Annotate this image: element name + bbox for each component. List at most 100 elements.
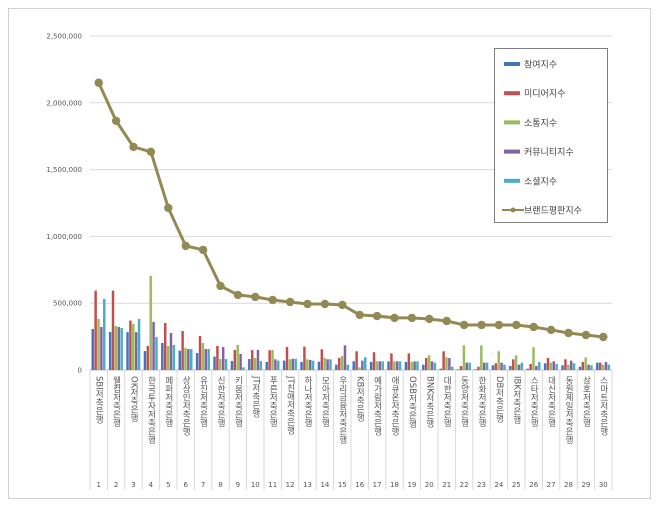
bar-3-14 <box>323 357 326 370</box>
bar-2-5 <box>163 322 167 370</box>
x-rank-label: 8 <box>218 481 222 489</box>
brand-index-point-2 <box>111 116 121 126</box>
legend-swatch <box>504 91 520 96</box>
bar-5-28 <box>572 363 576 370</box>
bar-3-7 <box>201 343 205 370</box>
legend-swatch <box>504 178 520 183</box>
bar-5-19 <box>416 361 419 370</box>
bar-2-29 <box>581 361 585 370</box>
x-category-label: 동양저축은행 <box>459 376 469 427</box>
x-rank-label: 1 <box>96 481 100 489</box>
x-rank-label: 22 <box>460 481 469 489</box>
x-rank-label: 10 <box>251 481 260 489</box>
brand-index-point-20 <box>425 314 434 324</box>
bar-5-23 <box>485 362 489 370</box>
chart-frame <box>8 8 651 499</box>
brand-index-point-1 <box>94 78 103 87</box>
brand-index-point-9 <box>233 290 243 300</box>
legend-swatch <box>504 149 520 154</box>
bar-1-25 <box>509 365 512 370</box>
bar-3-11 <box>271 349 274 370</box>
x-category-label: 스타저축은행 <box>529 376 539 427</box>
bar-2-13 <box>303 346 306 370</box>
bar-5-10 <box>259 361 263 370</box>
x-category-label: 상상인저축은행 <box>181 375 191 435</box>
bar-4-23 <box>482 362 486 370</box>
bar-5-3 <box>137 318 141 370</box>
bar-1-18 <box>387 361 390 370</box>
bar-1-21 <box>439 368 442 370</box>
bar-2-7 <box>198 335 202 370</box>
x-rank-label: 5 <box>166 481 170 489</box>
x-category-label: 삼호저축은행 <box>581 375 591 427</box>
brand-index-point-19 <box>407 313 417 323</box>
y-tick-label: 1,500,000 <box>46 166 82 174</box>
bar-2-2 <box>111 290 115 370</box>
x-rank-label: 3 <box>131 481 135 489</box>
y-tick-label: 1,000,000 <box>46 233 82 241</box>
bar-4-6 <box>187 349 190 370</box>
bar-2-11 <box>268 350 271 370</box>
x-rank-label: 25 <box>512 481 521 489</box>
x-rank-label: 20 <box>425 481 434 489</box>
bar-5-21 <box>451 366 454 370</box>
y-tick-label: 2,500,000 <box>46 33 82 41</box>
brand-index-point-21 <box>442 316 451 326</box>
y-tick-label: 0 <box>78 367 82 375</box>
bar-2-19 <box>407 353 411 370</box>
bar-1-2 <box>108 331 112 370</box>
bar-3-10 <box>253 357 257 370</box>
bar-2-26 <box>529 363 532 370</box>
bar-3-12 <box>288 359 292 370</box>
brand-index-point-28 <box>564 328 573 338</box>
bar-2-8 <box>216 345 219 370</box>
bar-5-4 <box>155 337 158 370</box>
x-rank-label: 27 <box>547 481 556 489</box>
bar-4-11 <box>274 359 277 370</box>
bar-3-4 <box>149 275 152 370</box>
brand-index-point-4 <box>146 147 156 157</box>
bar-5-9 <box>242 367 245 370</box>
bar-3-8 <box>219 359 222 370</box>
bar-3-26 <box>532 347 535 370</box>
x-rank-label: 15 <box>338 481 347 489</box>
bar-5-20 <box>433 362 437 370</box>
bar-3-20 <box>427 355 431 370</box>
bar-4-12 <box>291 358 295 370</box>
brand-index-point-24 <box>494 320 504 330</box>
bar-1-20 <box>422 364 425 370</box>
bar-2-30 <box>598 362 602 370</box>
bar-5-27 <box>555 363 558 370</box>
x-rank-label: 18 <box>390 481 399 489</box>
bar-1-5 <box>161 343 164 370</box>
bar-2-23 <box>477 366 480 370</box>
bar-4-4 <box>152 321 155 370</box>
bar-2-16 <box>355 351 358 370</box>
bar-5-25 <box>520 362 524 370</box>
bar-3-22 <box>462 345 466 370</box>
brand-index-point-30 <box>599 332 608 342</box>
x-rank-label: 23 <box>477 481 486 489</box>
bar-4-18 <box>395 361 399 370</box>
x-category-label: 애큐온저축은행 <box>390 376 400 436</box>
bar-3-30 <box>601 364 605 370</box>
bar-2-21 <box>442 351 445 370</box>
bar-2-20 <box>424 357 428 370</box>
brand-index-point-29 <box>581 330 591 340</box>
legend-label: 소통지수 <box>524 118 557 129</box>
x-category-label: 푸른저축은행 <box>268 376 278 427</box>
bar-4-8 <box>221 347 225 370</box>
x-category-label: SBI저축은행 <box>94 376 104 424</box>
x-category-label: 대한저축은행 <box>442 376 452 427</box>
x-category-label: 예가람저축은행 <box>372 375 382 435</box>
brand-index-point-15 <box>338 300 347 310</box>
bar-3-18 <box>393 361 396 370</box>
brand-index-point-18 <box>390 313 399 323</box>
x-category-label: BNK저축은행 <box>424 376 434 428</box>
x-rank-label: 28 <box>564 481 573 489</box>
bar-2-10 <box>250 350 254 370</box>
bar-1-24 <box>491 365 495 370</box>
bar-5-1 <box>103 298 106 370</box>
bar-2-25 <box>511 359 515 370</box>
bar-4-1 <box>100 326 103 370</box>
